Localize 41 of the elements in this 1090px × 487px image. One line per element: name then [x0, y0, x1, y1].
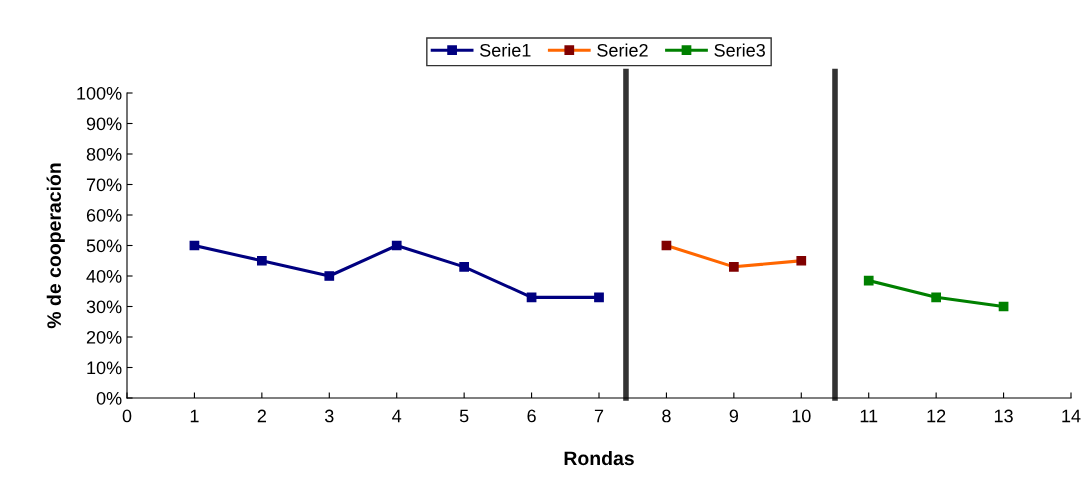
y-tick-label: 0% [96, 391, 122, 405]
x-tick-label: 3 [324, 409, 334, 423]
y-tick-label: 30% [86, 300, 122, 314]
y-tick-label: 40% [86, 269, 122, 283]
point [594, 292, 604, 303]
legend-label: Serie3 [714, 43, 765, 57]
y-tick-label: 20% [86, 330, 122, 344]
point [728, 261, 739, 272]
point [459, 261, 470, 272]
x-tick-label: 11 [860, 409, 878, 423]
x-axis-title: Rondas [564, 450, 634, 466]
y-tick-label: 90% [86, 117, 122, 131]
x-tick-label: 12 [927, 409, 946, 423]
point [391, 240, 402, 251]
x-tick-label: 9 [729, 409, 739, 423]
y-tick-label: 60% [86, 208, 122, 222]
y-tick-label: 80% [86, 147, 122, 161]
point [526, 292, 537, 303]
x-tick-label: 2 [257, 409, 266, 423]
y-tick-label: 10% [87, 361, 122, 375]
legend-label: Serie1 [480, 43, 531, 57]
x-tick-label: 4 [392, 409, 402, 423]
point [256, 255, 267, 266]
x-tick-label: 8 [662, 409, 671, 423]
point [863, 275, 874, 286]
y-tick-label: 100% [77, 86, 122, 100]
x-tick-label: 10 [792, 409, 811, 423]
y-tick-label: 70% [86, 178, 122, 192]
x-tick-label: 14 [1062, 409, 1081, 423]
x-tick-label: 0 [122, 409, 132, 423]
x-tick-label: 1 [190, 409, 199, 423]
point [931, 292, 942, 303]
y-axis-title: % de cooperación [46, 163, 65, 329]
x-tick-label: 7 [594, 409, 604, 423]
legend-label: Serie2 [597, 43, 648, 57]
y-tick-label: 50% [86, 239, 122, 253]
point [796, 255, 807, 266]
x-tick-label: 13 [994, 409, 1013, 423]
x-tick-label: 6 [527, 409, 536, 423]
x-tick-label: 5 [459, 409, 469, 423]
point [324, 271, 335, 281]
